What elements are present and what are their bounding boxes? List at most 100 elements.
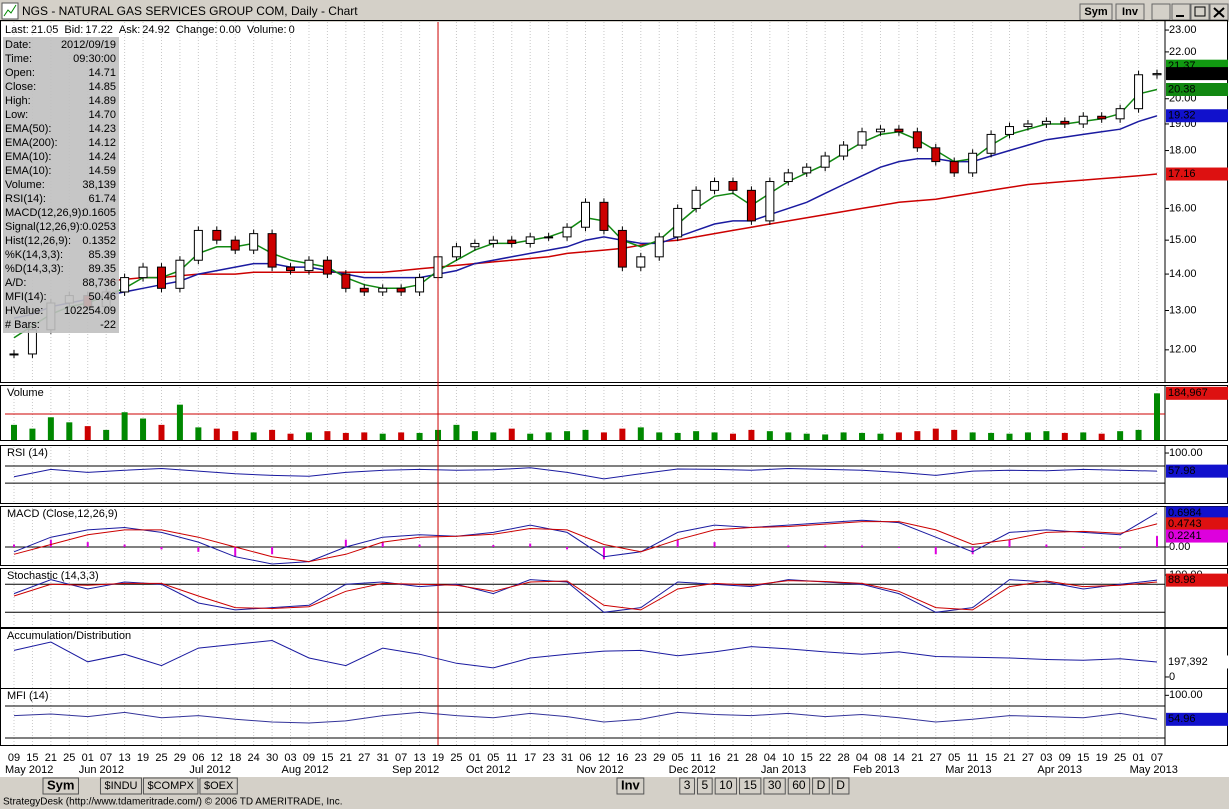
tab[interactable]: [714, 777, 738, 795]
candle: [544, 236, 554, 239]
quote-value: 0.00: [219, 24, 240, 36]
value-tag-label: 0.2241: [1168, 530, 1202, 542]
tab-label[interactable]: D: [817, 778, 826, 792]
title-button-label[interactable]: Sym: [1084, 6, 1107, 18]
data-panel-value: 88,736: [82, 277, 116, 289]
x-day-label: 03: [1040, 752, 1052, 764]
x-day-label: 11: [967, 752, 978, 764]
quote-label: Change:: [176, 24, 218, 36]
title-button-label[interactable]: Inv: [1122, 6, 1139, 18]
candle: [1134, 74, 1144, 110]
tab[interactable]: [679, 777, 695, 795]
x-day-label: 09: [1059, 752, 1071, 764]
x-day-label: 15: [801, 752, 813, 764]
tab[interactable]: [99, 777, 142, 795]
tab[interactable]: [739, 777, 762, 795]
tab-label[interactable]: D: [836, 778, 845, 792]
tab-label[interactable]: $COMPX: [147, 780, 194, 792]
panel-frame: [0, 20, 1228, 383]
tab-label[interactable]: Inv: [621, 777, 641, 792]
volume-bar: [729, 433, 736, 440]
candle: [249, 233, 259, 251]
value-tag: [1166, 712, 1228, 726]
tab[interactable]: [42, 777, 79, 795]
candle: [1023, 123, 1033, 128]
tab-label[interactable]: 10: [719, 778, 733, 792]
volume-bar: [969, 432, 976, 440]
tab-label[interactable]: $OEX: [204, 780, 234, 792]
volume-bar: [176, 404, 183, 440]
value-tag: [1166, 386, 1228, 400]
tab[interactable]: [787, 777, 811, 795]
volume-bar: [305, 432, 312, 440]
x-day-label: 07: [395, 752, 407, 764]
value-tag-label: 0.4743: [1168, 518, 1202, 530]
x-day-label: 05: [948, 752, 960, 764]
tab-label[interactable]: 30: [768, 778, 782, 792]
tab-label[interactable]: $INDU: [104, 780, 137, 792]
x-day-label: 24: [248, 752, 260, 764]
x-day-label: 27: [358, 752, 370, 764]
tab-bar: [0, 777, 1229, 795]
candle: [322, 259, 332, 275]
candle: [986, 133, 996, 154]
candle: [581, 201, 590, 228]
candle: [562, 226, 572, 238]
tab-label[interactable]: 60: [792, 778, 806, 792]
volume-bar: [47, 417, 54, 440]
data-panel-label: RSI(14):: [5, 193, 46, 205]
x-day-label: 18: [229, 752, 241, 764]
x-day-label: 15: [321, 752, 333, 764]
data-panel-value: 14.12: [88, 137, 116, 149]
x-day-label: 28: [837, 752, 849, 764]
data-panel-value: 85.39: [88, 249, 116, 261]
data-panel-label: EMA(50):: [5, 123, 51, 135]
tab-label[interactable]: 3: [684, 778, 691, 792]
series-line: [13, 467, 1158, 480]
data-panel-label: EMA(200):: [5, 137, 58, 149]
x-day-label: 01: [82, 752, 94, 764]
candle: [636, 256, 646, 268]
x-month-label: Feb 2013: [853, 764, 899, 776]
candle: [525, 236, 535, 244]
tab[interactable]: [812, 777, 830, 795]
value-tag-label: 19.32: [1168, 110, 1196, 122]
value-tag: [1166, 506, 1228, 520]
tab[interactable]: [616, 777, 645, 795]
tab-label[interactable]: Sym: [47, 777, 74, 792]
data-panel-label: # Bars:: [5, 319, 40, 331]
value-tag-label: 54.96: [1168, 713, 1196, 725]
x-day-label: 15: [26, 752, 38, 764]
quote-item: Ask: 24.92: [119, 24, 170, 36]
volume-bar: [637, 427, 644, 440]
data-panel-label: Time:: [5, 53, 32, 65]
tab[interactable]: [199, 777, 238, 795]
x-day-label: 06: [192, 752, 204, 764]
volume-bar: [1024, 432, 1031, 440]
tab[interactable]: [831, 777, 850, 795]
window-icon-glyph: [3, 4, 17, 17]
tab[interactable]: [696, 777, 713, 795]
candle: [746, 189, 756, 222]
volume-bar: [269, 429, 276, 440]
volume-bar: [416, 432, 423, 440]
tab-label[interactable]: 15: [744, 778, 758, 792]
tab[interactable]: [763, 777, 786, 795]
popout-button[interactable]: [1151, 3, 1171, 21]
volume-bar: [600, 432, 607, 440]
window-icon: [1, 2, 19, 20]
tab[interactable]: [142, 777, 199, 795]
candle: [359, 287, 369, 293]
data-panel-value: 2012/09/19: [61, 39, 116, 51]
series-line: [13, 521, 1158, 563]
candle: [507, 239, 517, 244]
minimize-button[interactable]: [1171, 3, 1191, 21]
candle: [1097, 115, 1107, 120]
tab-label[interactable]: 5: [701, 778, 708, 792]
x-day-label: 25: [1114, 752, 1126, 764]
volume-bar: [471, 431, 478, 440]
candle: [415, 277, 425, 293]
maximize-button[interactable]: [1190, 3, 1210, 21]
volume-bar: [232, 431, 239, 440]
x-day-label: 27: [1022, 752, 1034, 764]
